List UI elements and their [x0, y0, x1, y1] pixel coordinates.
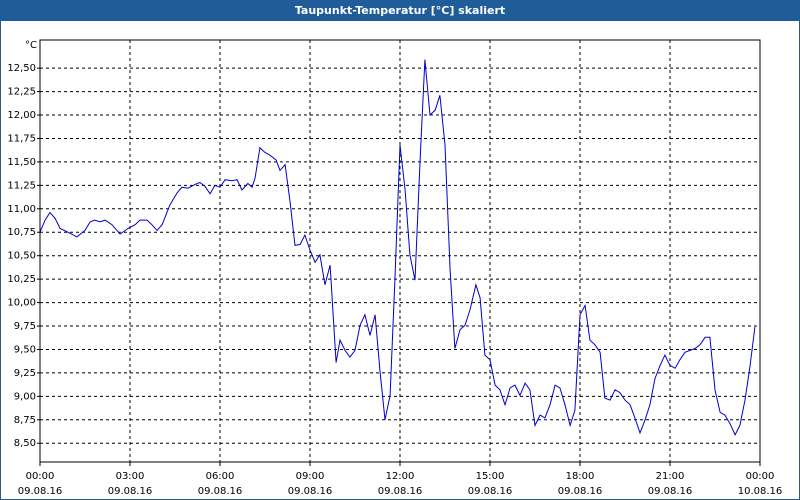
y-tick-label: 10,00	[7, 298, 36, 309]
x-tick-label: 21:00	[656, 471, 685, 482]
unit-label: °C	[25, 40, 37, 51]
y-tick-label: 11,50	[7, 157, 36, 168]
x-tick-date: 09.08.16	[108, 486, 153, 497]
x-tick-date: 09.08.16	[558, 486, 603, 497]
y-tick-label: 11,00	[7, 204, 36, 215]
y-tick-label: 9,00	[14, 391, 36, 402]
x-tick-date: 09.08.16	[288, 486, 333, 497]
y-tick-label: 12,50	[7, 63, 36, 74]
x-tick-date: 09.08.16	[648, 486, 693, 497]
y-tick-label: 9,75	[14, 321, 36, 332]
chart-title: Taupunkt-Temperatur [°C] skaliert	[295, 4, 505, 17]
x-tick-date: 09.08.16	[18, 486, 63, 497]
y-tick-label: 11,25	[7, 180, 36, 191]
line-series	[39, 59, 756, 436]
x-tick-date: 10.08.16	[738, 486, 783, 497]
y-tick-label: 9,25	[14, 368, 36, 379]
x-tick-date: 09.08.16	[198, 486, 243, 497]
x-tick-label: 18:00	[566, 471, 595, 482]
y-tick-label: 12,25	[7, 87, 36, 98]
y-tick-label: 10,75	[7, 227, 36, 238]
title-bar	[0, 0, 800, 21]
x-tick-date: 09.08.16	[468, 486, 513, 497]
x-tick-label: 00:00	[26, 471, 55, 482]
x-tick-label: 00:00	[746, 471, 775, 482]
x-tick-label: 03:00	[116, 471, 145, 482]
y-tick-label: 8,50	[14, 438, 36, 449]
y-tick-label: 11,75	[7, 133, 36, 144]
y-tick-label: 12,00	[7, 110, 36, 121]
x-tick-date: 09.08.16	[378, 486, 423, 497]
x-tick-label: 12:00	[386, 471, 415, 482]
x-tick-label: 09:00	[296, 471, 325, 482]
y-tick-label: 9,50	[14, 344, 36, 355]
y-tick-label: 10,50	[7, 251, 36, 262]
x-tick-label: 15:00	[476, 471, 505, 482]
y-tick-label: 10,25	[7, 274, 36, 285]
y-tick-label: 8,75	[14, 415, 36, 426]
plot	[39, 59, 756, 436]
x-tick-label: 06:00	[206, 471, 235, 482]
